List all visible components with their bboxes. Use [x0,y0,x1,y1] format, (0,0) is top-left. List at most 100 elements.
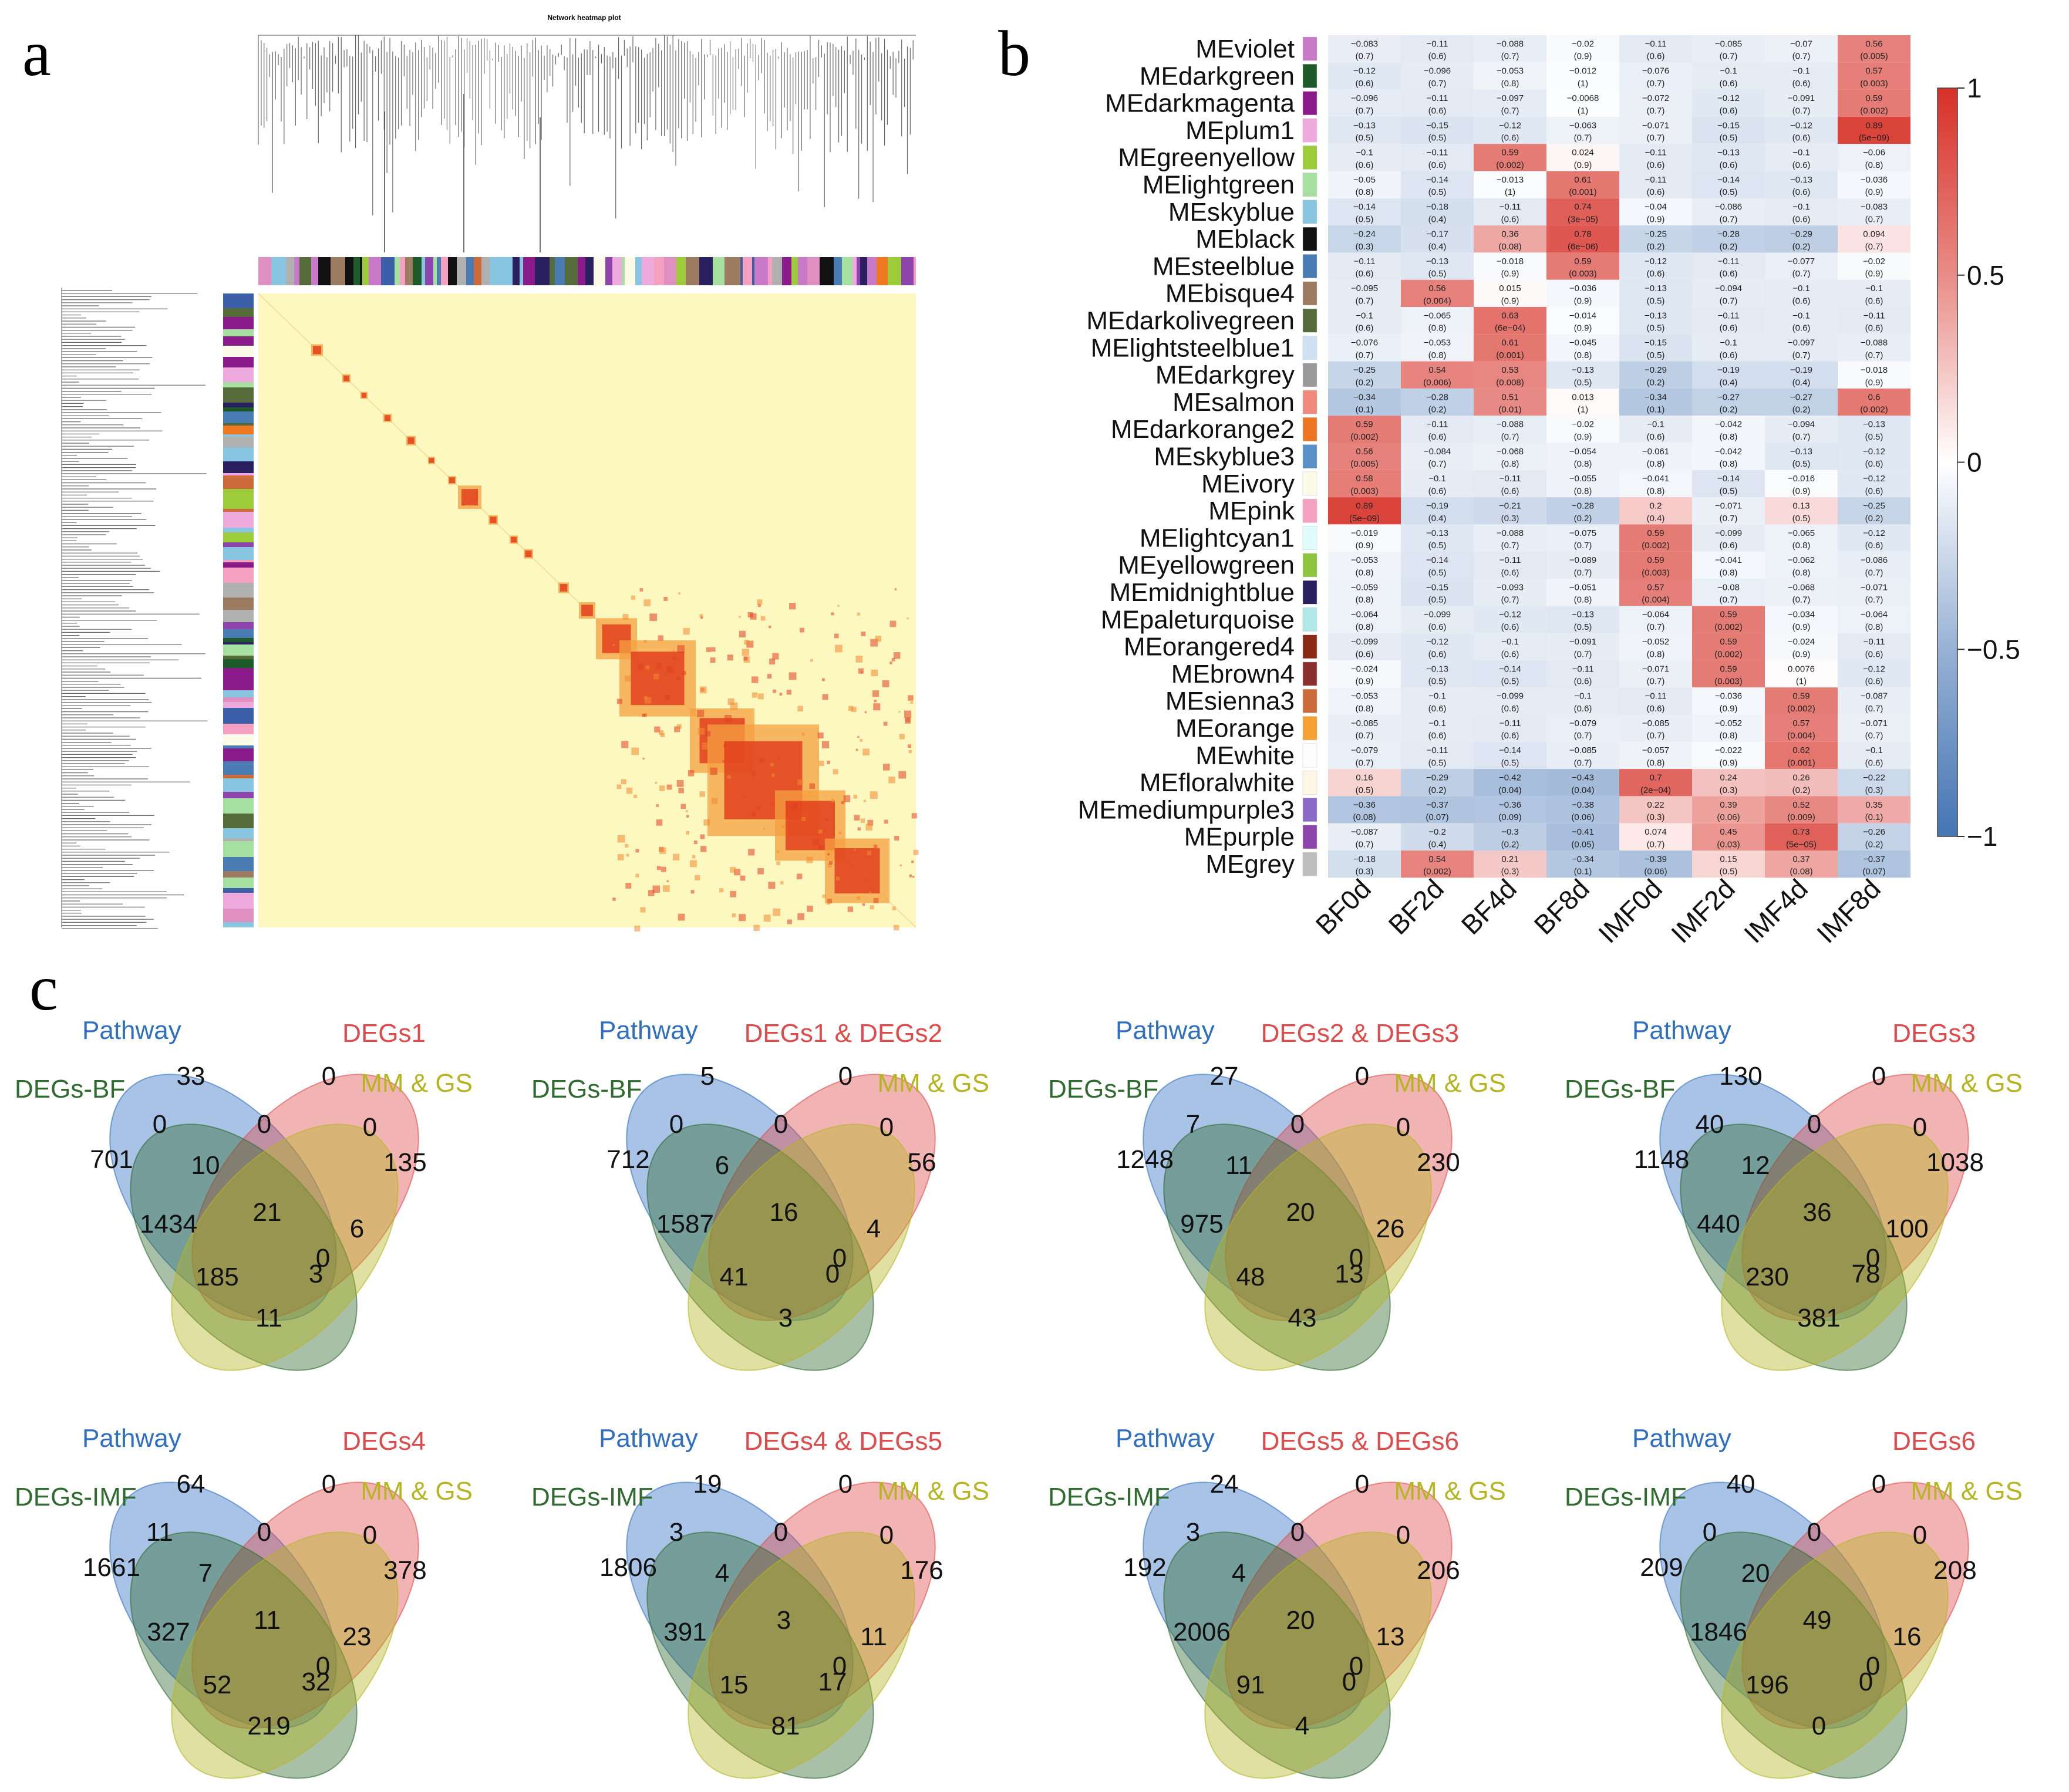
venn-region-count: 391 [663,1618,706,1646]
p-value: (0.6) [1356,649,1374,659]
heatmap-speckle [898,771,907,779]
module-color-segment [223,778,254,792]
module-color-segment [223,407,254,411]
module-color-segment [223,447,254,455]
module-color-segment [353,257,360,285]
heatmap-speckle [908,744,912,748]
heatmap-speckle [894,835,899,841]
correlation-cell [1401,279,1474,307]
venn-region-count: 20 [1741,1559,1770,1588]
venn-ellipse-pathway [1143,1481,1370,1729]
correlation-cell [1328,796,1401,824]
heatmap-speckle [857,735,860,738]
correlation-cell [1765,307,1838,335]
module-color-segment [752,257,754,285]
module-color-segment [798,257,807,285]
module-swatch [1302,852,1317,876]
correlation-value: −0.072 [1642,93,1669,103]
correlation-cell [1401,89,1474,117]
p-value: (0.002) [1714,622,1743,632]
module-swatch [1302,689,1317,713]
venn-region-count: 0 [669,1110,683,1139]
heatmap-speckle [888,777,895,784]
heatmap-speckle [864,799,867,802]
venn-ellipse-mm-gs [1204,1531,1432,1779]
module-block-core [343,375,349,382]
heatmap-speckle [827,899,832,904]
venn-region-count: 0 [880,1113,894,1142]
correlation-cell [1546,714,1619,742]
module-color-segment [550,257,555,285]
p-value: (0.6) [1356,79,1374,89]
venn-region-count: 192 [1123,1553,1166,1582]
panel-b-module-trait-heatmap: MEvioletMEdarkgreenMEdarkmagentaMEplum1M… [1078,35,2020,949]
correlation-value: −0.17 [1426,230,1448,239]
correlation-cell [1328,633,1401,660]
correlation-value: −0.057 [1642,745,1669,755]
module-swatch [1302,118,1317,143]
correlation-value: −0.37 [1426,800,1448,810]
venn-region-count: 327 [147,1618,190,1646]
module-color-segment [223,367,254,382]
correlation-value: 0.24 [1720,773,1737,783]
p-value: (0.8) [1720,432,1738,442]
p-value: (0.6) [1792,133,1811,143]
correlation-value: 0.36 [1501,230,1518,239]
correlation-value: 0.56 [1356,447,1373,457]
correlation-cell [1765,687,1838,715]
correlation-value: −0.099 [1715,528,1742,538]
p-value: (0.7) [1501,595,1519,605]
correlation-value: −0.088 [1497,420,1524,430]
module-color-segment [807,257,820,285]
colorbar-gradient [1937,87,1958,837]
module-swatch [1302,390,1317,414]
p-value: (0.2) [1792,405,1811,415]
venn-region-count: 208 [1933,1556,1976,1585]
heatmap-speckle [854,849,856,851]
module-color-segment [223,547,254,560]
correlation-cell [1328,62,1401,90]
venn-region-count: 135 [383,1148,426,1177]
module-color-segment [286,257,294,285]
heatmap-speckle [757,868,764,875]
correlation-cell [1546,579,1619,606]
heatmap-speckle [710,767,717,775]
correlation-value: −0.14 [1353,202,1376,212]
module-color-segment [448,257,457,285]
correlation-cell [1546,361,1619,389]
correlation-cell [1401,633,1474,660]
module-color-segment [223,668,254,677]
correlation-cell [1474,606,1546,633]
correlation-cell [1546,416,1619,443]
module-color-segment [223,293,254,308]
correlation-value: 0.22 [1647,800,1664,810]
module-color-segment [642,257,654,285]
heatmap-speckle [834,633,839,639]
panel-label-a: a [22,18,51,89]
heatmap-speckle [773,908,781,916]
correlation-cell [1474,687,1546,715]
venn-label-mm-gs: MM & GS [1394,1069,1506,1098]
correlation-value: −0.053 [1424,338,1451,348]
correlation-cell [1401,116,1474,144]
correlation-cell [1328,89,1401,117]
heatmap-speckle [855,748,858,751]
module-swatch [1302,526,1317,550]
correlation-value: 0.015 [1499,284,1521,293]
heatmap-speckle [643,599,651,606]
heatmap-speckle [911,813,917,819]
correlation-cell [1619,35,1692,63]
heatmap-speckle [660,733,665,737]
correlation-cell [1546,144,1619,171]
module-color-segment [223,528,254,532]
venn-label-degs: DEGs2 & DEGs3 [1261,1019,1459,1048]
venn-label-pathway: Pathway [1116,1424,1215,1453]
correlation-value: −0.083 [1351,39,1378,49]
heatmap-speckle [643,640,647,643]
module-color-segment [223,473,254,475]
correlation-value: −0.05 [1353,175,1376,185]
p-value: (0.5) [1428,133,1447,143]
heatmap-speckle [827,863,832,868]
module-color-segment [258,257,271,285]
